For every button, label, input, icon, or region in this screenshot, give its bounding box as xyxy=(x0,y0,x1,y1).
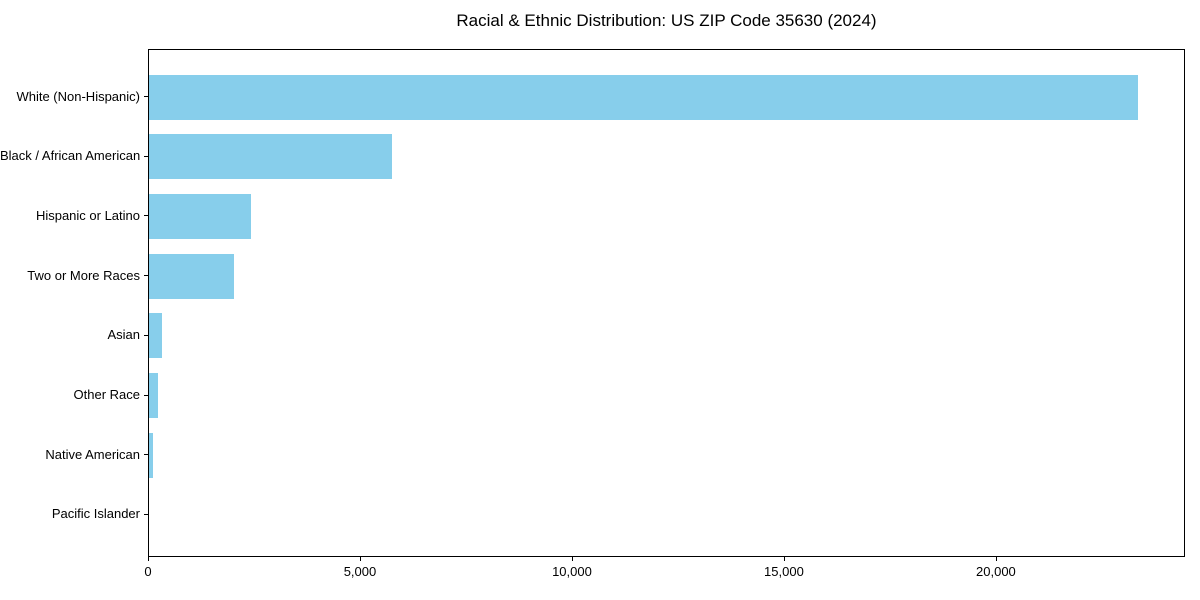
bar-other-race xyxy=(149,373,159,418)
x-tick-label-15000: 15,000 xyxy=(764,564,804,579)
bar-hispanic-or-latino xyxy=(149,193,251,239)
y-tick-mark xyxy=(144,275,148,277)
x-tick-label-5000: 5,000 xyxy=(343,564,377,579)
x-tick-mark xyxy=(783,557,785,561)
bar-black-african-american xyxy=(149,134,392,180)
y-tick-mark xyxy=(144,155,148,157)
x-tick-mark xyxy=(148,557,149,561)
y-axis-label-two-or-more-races: Two or More Races xyxy=(27,267,140,283)
x-tick-label-20000: 20,000 xyxy=(976,564,1016,579)
y-axis-label-pacific-islander: Pacific Islander xyxy=(51,506,140,522)
chart-title: Racial & Ethnic Distribution: US ZIP Cod… xyxy=(456,11,877,30)
y-axis-label-hispanic-or-latino: Hispanic or Latino xyxy=(35,207,140,223)
bar-asian xyxy=(149,313,163,359)
x-tick-label-10000: 10,000 xyxy=(552,564,592,579)
y-axis-label-asian: Asian xyxy=(107,327,140,343)
plot-area xyxy=(148,49,1185,557)
x-tick-label-0: 0 xyxy=(144,564,152,579)
y-tick-mark xyxy=(144,454,148,456)
x-tick-mark xyxy=(571,557,573,561)
y-tick-mark xyxy=(144,513,148,515)
y-tick-mark xyxy=(144,334,148,336)
bar-two-or-more-races xyxy=(149,253,234,299)
y-tick-mark xyxy=(144,215,148,217)
y-axis-label-other-race: Other Race xyxy=(73,387,140,402)
y-tick-mark xyxy=(144,394,148,396)
y-axis-label-native-american: Native American xyxy=(45,446,140,462)
y-axis-label-white-non-hispanic: White (Non-Hispanic) xyxy=(16,88,140,104)
x-tick-mark xyxy=(995,557,997,561)
y-tick-mark xyxy=(144,96,148,97)
x-tick-mark xyxy=(359,557,361,561)
bar-native-american xyxy=(149,432,153,478)
y-axis-label-black-african-american: Black / African American xyxy=(0,148,141,164)
bar-white-non-hispanic xyxy=(149,74,1139,120)
